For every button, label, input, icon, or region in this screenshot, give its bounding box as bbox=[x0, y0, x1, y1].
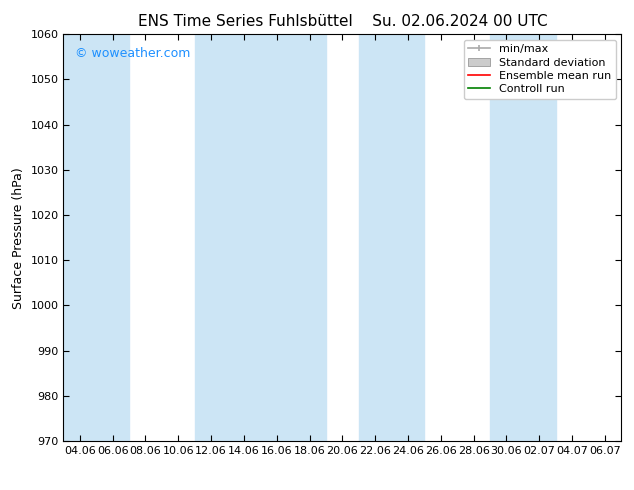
Y-axis label: Surface Pressure (hPa): Surface Pressure (hPa) bbox=[12, 167, 25, 309]
Title: ENS Time Series Fuhlsbüttel    Su. 02.06.2024 00 UTC: ENS Time Series Fuhlsbüttel Su. 02.06.20… bbox=[138, 14, 547, 29]
Bar bbox=[195, 34, 261, 441]
Bar bbox=[359, 34, 424, 441]
Legend: min/max, Standard deviation, Ensemble mean run, Controll run: min/max, Standard deviation, Ensemble me… bbox=[463, 40, 616, 99]
Text: © woweather.com: © woweather.com bbox=[75, 47, 190, 59]
Bar bbox=[63, 34, 129, 441]
Bar bbox=[261, 34, 326, 441]
Bar bbox=[490, 34, 555, 441]
